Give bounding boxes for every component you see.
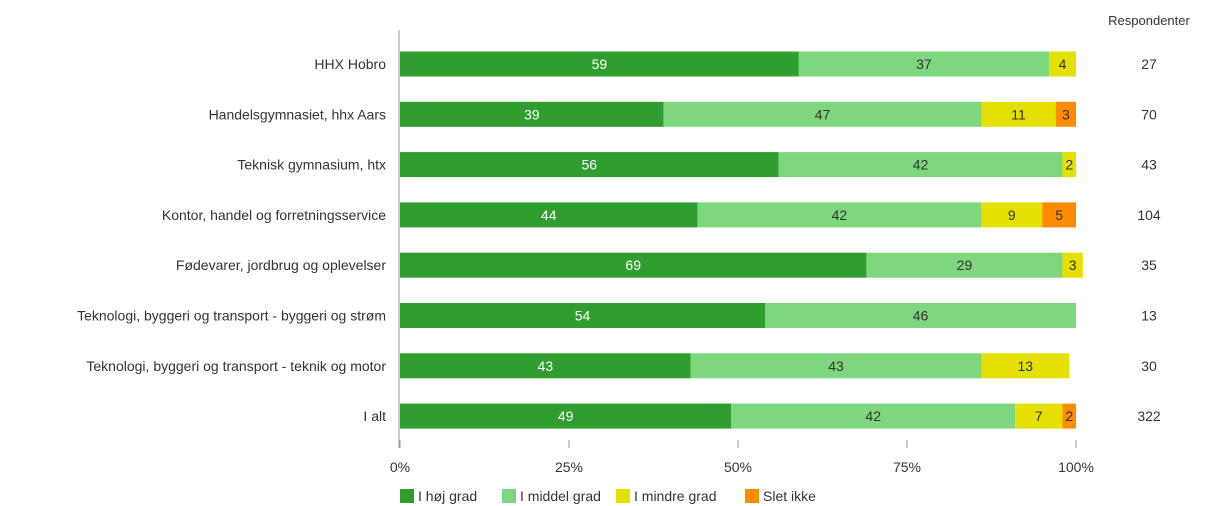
respondent-count: 70 [1141, 106, 1157, 122]
bar-segment [400, 353, 691, 379]
respondents-header: Respondenter [1108, 13, 1190, 28]
bar-segment [663, 101, 982, 127]
legend-swatch [616, 489, 630, 503]
data-label: 69 [625, 257, 641, 273]
x-tick-label: 100% [1058, 459, 1094, 475]
category-label: I alt [363, 408, 386, 424]
legend-label: I mindre grad [634, 488, 716, 504]
legend-label: I middel grad [520, 488, 601, 504]
data-label: 3 [1062, 106, 1070, 122]
bar-segment [798, 51, 1049, 77]
data-label: 2 [1065, 157, 1073, 173]
legend-label: Slet ikke [763, 488, 816, 504]
bar-segment [1015, 403, 1063, 429]
data-label: 43 [538, 358, 554, 374]
data-label: 47 [815, 106, 831, 122]
data-label: 46 [913, 308, 929, 324]
bar-segment [1048, 51, 1076, 77]
data-label: 11 [1011, 106, 1026, 122]
data-label: 3 [1069, 257, 1077, 273]
bar-segment [981, 353, 1070, 379]
data-label: 56 [581, 157, 597, 173]
data-label: 29 [957, 257, 973, 273]
bar-segment [765, 303, 1076, 328]
bar-segment [1062, 403, 1076, 429]
data-label: 5 [1055, 207, 1063, 223]
data-label: 39 [524, 106, 540, 122]
data-label: 13 [1018, 358, 1034, 374]
legend-swatch [400, 489, 414, 503]
data-label: 7 [1035, 408, 1043, 424]
legend: I høj grad I middel grad I mindre grad Slet… [400, 488, 816, 504]
category-label: Fødevarer, jordbrug og oplevelser [176, 257, 386, 273]
category-label: Teknologi, byggeri og transport - bygger… [77, 308, 386, 324]
bar-segment [400, 252, 867, 278]
data-label: 59 [592, 56, 608, 72]
data-label: 42 [913, 157, 929, 173]
bars-group: 59 37 4 39 47 11 3 56 42 2 44 42 9 5 69 29 3 54 46 43 43 13 49… [400, 51, 1083, 429]
x-tick-label: 25% [555, 459, 583, 475]
data-label: 42 [865, 408, 881, 424]
data-label: 42 [832, 207, 848, 223]
x-axis-ticks: 0% 25% 50% 75% 100% [390, 440, 1094, 475]
bar-segment [1055, 101, 1076, 127]
data-label: 43 [828, 358, 844, 374]
bar-segment [697, 202, 982, 228]
bar-segment [400, 101, 664, 127]
x-tick-label: 0% [390, 459, 410, 475]
legend-swatch [502, 489, 516, 503]
respondent-count: 13 [1141, 308, 1157, 324]
bar-segment [731, 403, 1016, 429]
bar-segment [400, 303, 766, 328]
bar-segment [400, 403, 732, 429]
respondent-count: 30 [1141, 358, 1157, 374]
respondent-count: 27 [1141, 56, 1157, 72]
category-label: Kontor, handel og forretningsservice [162, 207, 386, 223]
respondent-count: 43 [1141, 157, 1157, 173]
bar-segment [1042, 202, 1076, 228]
respondent-counts: 27 70 43 104 35 13 30 322 [1137, 56, 1161, 424]
legend-label: I høj grad [418, 488, 477, 504]
bar-segment [981, 101, 1056, 127]
bar-segment [981, 202, 1043, 228]
category-labels: HHX Hobro Handelsgymnasiet, hhx Aars Tekni… [77, 56, 386, 424]
bar-segment [866, 252, 1063, 278]
data-label: 49 [558, 408, 574, 424]
bar-segment [400, 51, 799, 77]
bar-segment [690, 353, 982, 379]
bar-segment [400, 152, 779, 178]
bar-segment [400, 202, 698, 228]
respondent-count: 322 [1137, 408, 1161, 424]
x-tick-label: 50% [724, 459, 752, 475]
bar-segment [778, 152, 1063, 178]
legend-swatch [745, 489, 759, 503]
data-label: 44 [541, 207, 557, 223]
data-label: 37 [916, 56, 932, 72]
category-label: Teknisk gymnasium, htx [237, 157, 386, 173]
data-label: 54 [575, 308, 591, 324]
bar-segment [1062, 252, 1083, 278]
data-label: 4 [1059, 56, 1067, 72]
category-label: HHX Hobro [314, 56, 386, 72]
respondent-count: 35 [1141, 257, 1157, 273]
data-label: 9 [1008, 207, 1016, 223]
category-label: Teknologi, byggeri og transport - teknik… [86, 358, 386, 374]
bar-segment [1062, 152, 1076, 178]
x-tick-label: 75% [893, 459, 921, 475]
category-label: Handelsgymnasiet, hhx Aars [209, 106, 386, 122]
respondent-count: 104 [1137, 207, 1161, 223]
data-label: 2 [1065, 408, 1073, 424]
